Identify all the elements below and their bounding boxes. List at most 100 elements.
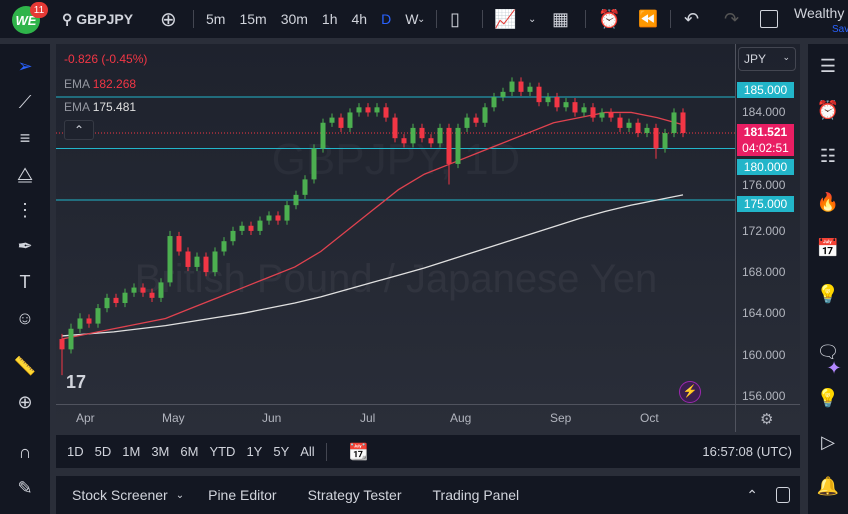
magnet-tool[interactable]: ∩ (13, 440, 37, 464)
calendar-button[interactable]: 📅 (816, 236, 840, 260)
goto-date-button[interactable]: 📆 (338, 442, 369, 462)
indicators-dropdown[interactable]: ⌄ (528, 0, 536, 38)
candle-body (671, 112, 677, 134)
replay-button[interactable]: ⏪ (638, 0, 658, 38)
undo-button[interactable]: ↶ (684, 0, 699, 38)
save-button[interactable]: Save (832, 24, 848, 35)
chart-settings-button[interactable]: ⚙ (760, 410, 773, 428)
ema-value: 175.481 (92, 100, 137, 114)
trendline-tool[interactable]: ⟋ (13, 90, 37, 114)
notifications-button[interactable]: 🔔 (816, 474, 840, 498)
candle-body (392, 117, 398, 139)
expand-panel-button[interactable]: ⌃ (746, 487, 758, 504)
cursor-tool[interactable]: ➢ (13, 54, 37, 78)
chat-button[interactable]: 🗨 (816, 340, 840, 364)
collapse-legend-button[interactable]: ⌃ (64, 120, 94, 140)
indicators-button[interactable]: 📈 (494, 0, 516, 38)
current-price: 181.521 (743, 125, 788, 139)
candle-body (509, 81, 515, 92)
prediction-tool[interactable]: ⋮ (13, 198, 37, 222)
ruler-icon: 📏 (13, 356, 37, 376)
interval-30m[interactable]: 30m (280, 11, 308, 27)
alerts-button[interactable]: ⏰ (816, 98, 840, 122)
chevron-up-icon: ⌃ (746, 486, 758, 503)
interval-5m[interactable]: 5m (206, 11, 226, 27)
zoom-tool[interactable]: ⊕ (13, 390, 37, 414)
ema-fast-legend[interactable]: EMA 182.268 (64, 77, 136, 91)
measure-tool[interactable]: 📏 (13, 354, 37, 378)
candle-body (185, 251, 191, 267)
range-5y[interactable]: 5Y (273, 444, 290, 459)
candle-body (608, 112, 614, 118)
interval-1h[interactable]: 1h (321, 11, 338, 27)
candle-body (338, 117, 344, 128)
price-tick: 176.000 (742, 177, 786, 192)
candle-body (212, 251, 218, 273)
add-list-button[interactable]: ☷ (816, 144, 840, 168)
brush-tool[interactable]: ✒ (13, 234, 37, 258)
interval-W[interactable]: W (405, 11, 419, 27)
watchlist-button[interactable]: ☰ (816, 54, 840, 78)
icon-tool[interactable]: ☺ (13, 306, 37, 330)
price-tick: 164.000 (742, 306, 786, 321)
alarm-plus-icon: ⏰ (598, 8, 621, 29)
range-1y[interactable]: 1Y (246, 444, 263, 459)
tab-stock-screener[interactable]: Stock Screener (72, 487, 168, 503)
price-chart[interactable]: GBPJPY, 1D British Pound / Japanese Yen (56, 44, 800, 432)
interval-4h[interactable]: 4h (351, 11, 368, 27)
currency-select[interactable]: JPY ⌄ (738, 47, 796, 71)
date-range-bar: 1D 5D 1M 3M 6M YTD 1Y 5Y All 📆 16:57:08 (UTC) (56, 435, 800, 468)
layouts-button[interactable]: ▦ (552, 0, 569, 38)
candle-body (77, 318, 83, 329)
candle-body (482, 107, 488, 123)
candle-body (68, 328, 74, 350)
price-change: -0.826 (-0.45%) (64, 52, 148, 66)
interval-15m[interactable]: 15m (239, 11, 267, 27)
ai-assistant-button[interactable]: ✦ (822, 356, 846, 380)
tab-pine-editor[interactable]: Pine Editor (208, 487, 277, 503)
chevron-down-icon[interactable]: ⌄ (175, 489, 185, 501)
pattern-tool[interactable]: ⧋ (13, 162, 37, 186)
timezone-clock[interactable]: 16:57:08 (UTC) (702, 444, 792, 459)
ideas-button[interactable]: 💡 (816, 282, 840, 306)
interval-D[interactable]: D (381, 11, 392, 27)
fullscreen-button[interactable] (760, 0, 778, 38)
smiley-icon: ☺ (15, 308, 35, 328)
lightning-icon: ⚡ (682, 384, 698, 398)
streams-button[interactable]: 💡 (816, 386, 840, 410)
alert-button[interactable]: ⏰ (598, 0, 620, 38)
ema-slow-legend[interactable]: EMA 175.481 (64, 100, 136, 114)
range-3m[interactable]: 3M (151, 444, 170, 459)
redo-button[interactable]: ↷ (724, 0, 739, 38)
chart-pane[interactable]: GBPJPY, 1D British Pound / Japanese Yen (56, 44, 800, 432)
chart-type-button[interactable]: ▯ (450, 0, 460, 38)
range-1m[interactable]: 1M (122, 444, 141, 459)
symbol-search[interactable]: ⚲ GBPJPY (62, 0, 133, 38)
interval-dropdown[interactable]: ⌄ (417, 0, 425, 38)
range-ytd[interactable]: YTD (209, 444, 236, 459)
range-5d[interactable]: 5D (94, 444, 112, 459)
drawing-toolbar: ➢ ⟋ ≡ ⧋ ⋮ ✒ T ☺ 📏 ⊕ ∩ ✎ (0, 44, 50, 514)
range-1d[interactable]: 1D (67, 444, 84, 459)
lock-drawings-tool[interactable]: ✎ (13, 476, 37, 500)
layout-name[interactable]: Wealthy (794, 5, 845, 21)
tab-trading-panel[interactable]: Trading Panel (432, 487, 520, 503)
compare-symbol-button[interactable]: ⊕ (160, 0, 177, 38)
lightning-button[interactable]: ⚡ (679, 381, 701, 403)
maximize-panel-button[interactable] (776, 487, 790, 503)
candle-body (545, 97, 551, 103)
candle-body (293, 194, 299, 206)
range-all[interactable]: All (300, 444, 315, 459)
candle-body (644, 127, 650, 134)
candle-body (329, 117, 335, 123)
list-icon: ☰ (819, 56, 837, 76)
broadcast-button[interactable]: ▷ (816, 430, 840, 454)
time-tick: Jun (262, 411, 282, 425)
ema-fast-line (61, 111, 684, 340)
tab-strategy-tester[interactable]: Strategy Tester (307, 487, 402, 503)
text-tool[interactable]: T (13, 270, 37, 294)
fib-tool[interactable]: ≡ (13, 126, 37, 150)
hotlists-button[interactable]: 🔥 (816, 190, 840, 214)
candle-body (455, 127, 461, 164)
range-6m[interactable]: 6M (180, 444, 199, 459)
